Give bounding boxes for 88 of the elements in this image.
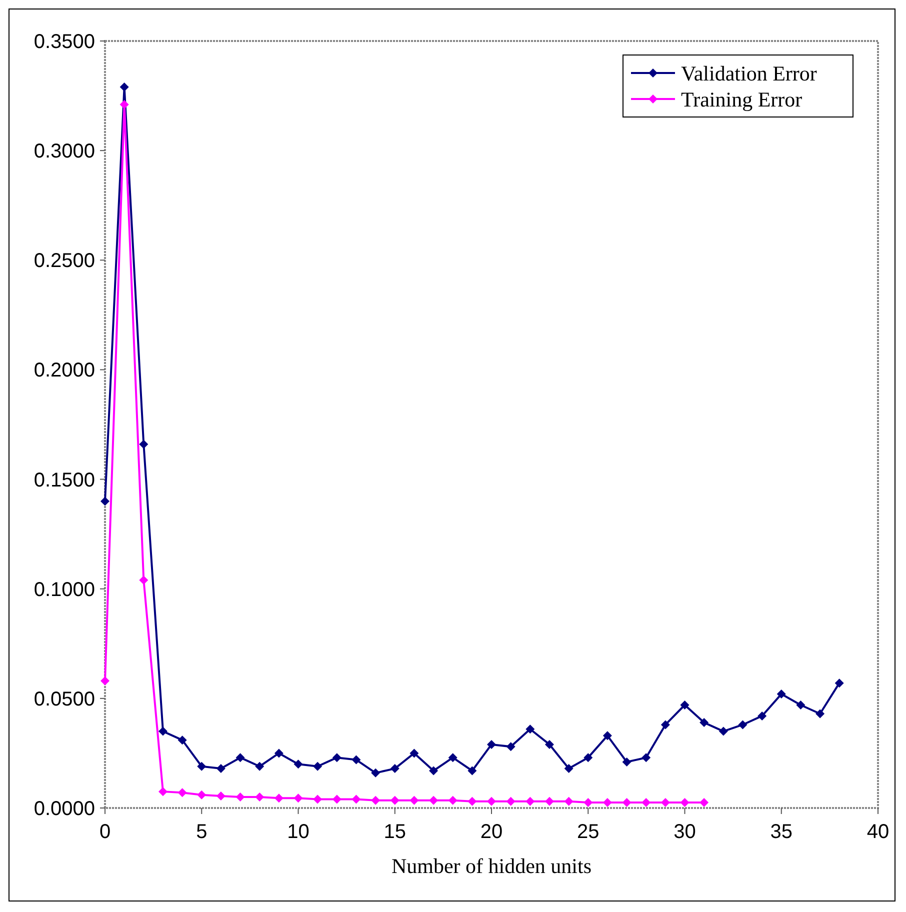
point — [332, 753, 342, 762]
point — [564, 796, 574, 806]
point — [680, 798, 690, 808]
point — [584, 753, 593, 762]
point — [506, 742, 516, 752]
point — [236, 792, 245, 802]
point — [506, 796, 516, 806]
point — [390, 764, 400, 774]
point — [680, 700, 690, 710]
point — [487, 796, 496, 806]
point — [120, 100, 129, 110]
point — [139, 440, 148, 449]
point — [100, 496, 110, 506]
point — [584, 798, 593, 808]
legend-label: Validation Error — [681, 61, 817, 86]
point — [197, 790, 206, 800]
point — [660, 720, 670, 730]
x-tick-label: 15 — [384, 821, 406, 843]
point — [274, 794, 284, 803]
point — [178, 736, 187, 745]
point — [718, 726, 728, 736]
y-tick-label: 0.0500 — [34, 688, 95, 710]
point — [602, 731, 612, 740]
point — [622, 798, 632, 808]
point — [526, 724, 535, 734]
point — [448, 796, 458, 805]
point — [158, 726, 168, 736]
point — [158, 787, 168, 796]
point — [642, 753, 651, 762]
point — [390, 796, 400, 805]
point — [197, 762, 206, 771]
point — [776, 690, 786, 699]
point — [429, 766, 438, 776]
y-tick-label: 0.2000 — [34, 360, 95, 382]
x-tick-label: 10 — [287, 821, 310, 843]
point — [410, 796, 419, 805]
point — [622, 757, 632, 766]
point — [816, 709, 825, 718]
point — [700, 798, 709, 808]
point — [216, 764, 226, 774]
x-tick-label: 40 — [866, 821, 890, 843]
point — [294, 760, 303, 769]
legend-label: Training Error — [681, 87, 802, 112]
point — [371, 768, 380, 778]
point — [487, 740, 496, 749]
point — [371, 796, 380, 805]
point — [526, 796, 535, 806]
point — [294, 794, 303, 803]
point — [352, 794, 361, 804]
x-tick-label: 30 — [674, 821, 696, 843]
point — [468, 796, 477, 806]
point — [448, 753, 458, 762]
point — [544, 796, 554, 806]
point — [544, 740, 554, 749]
y-tick-label: 0.1500 — [34, 469, 95, 492]
point — [738, 720, 748, 730]
point — [564, 764, 574, 774]
point — [796, 700, 806, 710]
point — [468, 766, 477, 776]
y-tick-label: 0.0000 — [34, 798, 95, 820]
point — [758, 711, 767, 720]
point — [429, 796, 438, 805]
point — [313, 794, 322, 804]
point — [139, 576, 148, 585]
y-tick-label: 0.3000 — [34, 140, 95, 163]
point — [410, 748, 419, 758]
point — [120, 82, 129, 92]
point — [332, 794, 342, 804]
y-tick-label: 0.2500 — [34, 250, 95, 272]
point — [313, 762, 322, 771]
x-tick-label: 25 — [577, 821, 600, 843]
y-tick-label: 0.1000 — [34, 578, 95, 601]
x-tick-label: 35 — [770, 821, 792, 843]
y-tick-label: 0.3500 — [34, 31, 95, 53]
point — [352, 755, 361, 764]
point — [100, 676, 110, 686]
point — [255, 762, 264, 771]
point — [274, 748, 284, 758]
point — [700, 718, 709, 728]
point — [834, 678, 844, 688]
x-tick-label: 0 — [99, 821, 111, 843]
point — [255, 792, 264, 802]
point — [178, 788, 187, 798]
x-axis-title: Number of hidden units — [391, 854, 592, 878]
x-tick-label: 20 — [480, 821, 503, 843]
point — [216, 791, 226, 800]
x-tick-label: 5 — [196, 821, 208, 843]
point — [236, 753, 245, 762]
